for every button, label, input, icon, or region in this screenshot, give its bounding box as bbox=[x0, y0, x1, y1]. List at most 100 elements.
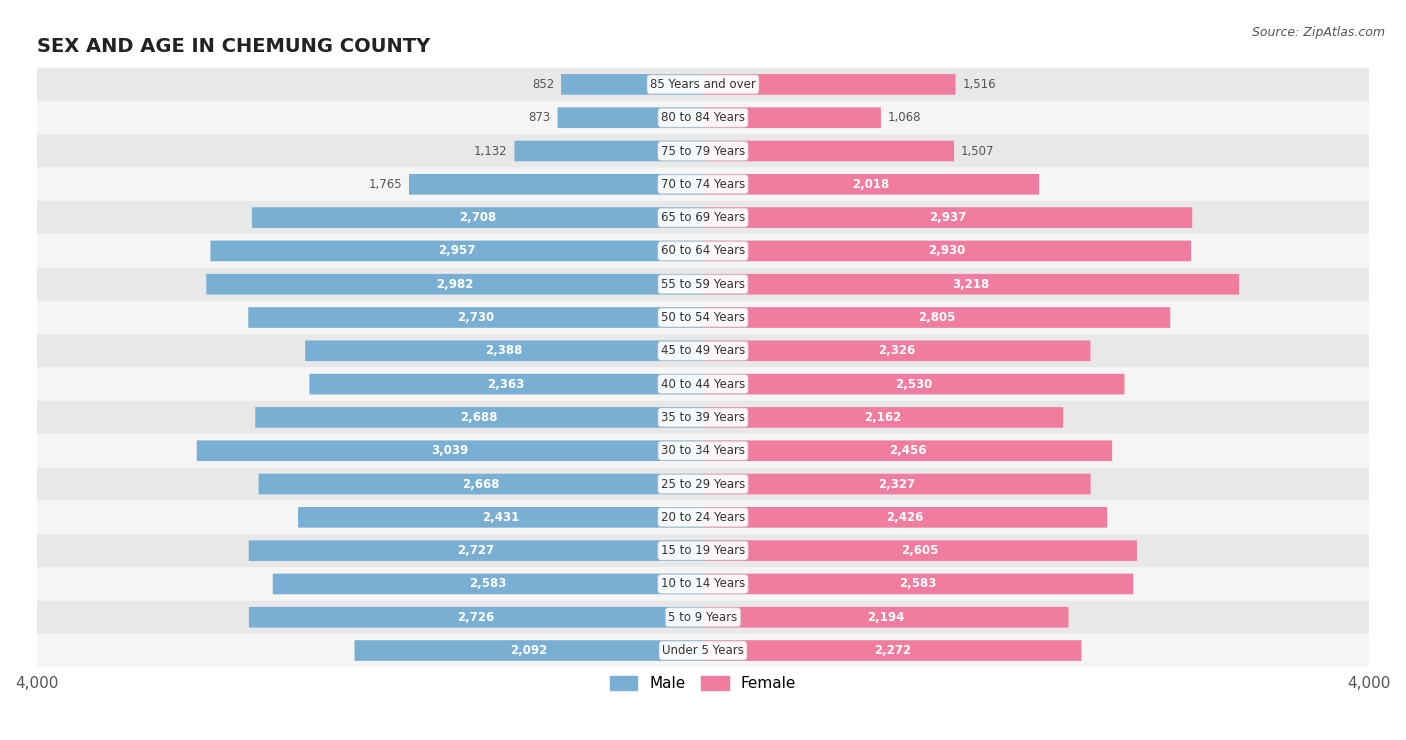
Text: 2,272: 2,272 bbox=[873, 644, 911, 657]
Text: 1,507: 1,507 bbox=[960, 144, 994, 158]
Text: Under 5 Years: Under 5 Years bbox=[662, 644, 744, 657]
Text: 2,583: 2,583 bbox=[900, 577, 936, 591]
Text: 15 to 19 Years: 15 to 19 Years bbox=[661, 544, 745, 557]
FancyBboxPatch shape bbox=[354, 640, 703, 661]
Text: SEX AND AGE IN CHEMUNG COUNTY: SEX AND AGE IN CHEMUNG COUNTY bbox=[37, 37, 430, 56]
FancyBboxPatch shape bbox=[37, 568, 1369, 601]
Text: 55 to 59 Years: 55 to 59 Years bbox=[661, 278, 745, 291]
FancyBboxPatch shape bbox=[37, 101, 1369, 135]
FancyBboxPatch shape bbox=[37, 135, 1369, 168]
Text: 2,194: 2,194 bbox=[868, 610, 904, 624]
Text: 2,688: 2,688 bbox=[460, 411, 498, 424]
FancyBboxPatch shape bbox=[256, 407, 703, 428]
FancyBboxPatch shape bbox=[37, 601, 1369, 634]
Text: 2,092: 2,092 bbox=[510, 644, 547, 657]
Text: 50 to 54 Years: 50 to 54 Years bbox=[661, 311, 745, 324]
FancyBboxPatch shape bbox=[249, 307, 703, 328]
FancyBboxPatch shape bbox=[703, 507, 1107, 528]
FancyBboxPatch shape bbox=[703, 240, 1191, 261]
FancyBboxPatch shape bbox=[558, 107, 703, 128]
Text: 70 to 74 Years: 70 to 74 Years bbox=[661, 178, 745, 191]
Legend: Male, Female: Male, Female bbox=[603, 670, 803, 697]
FancyBboxPatch shape bbox=[703, 74, 956, 95]
FancyBboxPatch shape bbox=[703, 440, 1112, 461]
FancyBboxPatch shape bbox=[703, 607, 1069, 628]
Text: 45 to 49 Years: 45 to 49 Years bbox=[661, 344, 745, 357]
FancyBboxPatch shape bbox=[703, 374, 1125, 394]
FancyBboxPatch shape bbox=[409, 174, 703, 195]
FancyBboxPatch shape bbox=[37, 268, 1369, 301]
FancyBboxPatch shape bbox=[703, 307, 1170, 328]
Text: 2,162: 2,162 bbox=[865, 411, 901, 424]
FancyBboxPatch shape bbox=[37, 401, 1369, 434]
FancyBboxPatch shape bbox=[703, 174, 1039, 195]
Text: 852: 852 bbox=[531, 78, 554, 91]
Text: 873: 873 bbox=[529, 111, 551, 124]
FancyBboxPatch shape bbox=[305, 340, 703, 361]
Text: 25 to 29 Years: 25 to 29 Years bbox=[661, 477, 745, 491]
Text: 2,726: 2,726 bbox=[457, 610, 495, 624]
Text: 2,388: 2,388 bbox=[485, 344, 523, 357]
Text: 2,583: 2,583 bbox=[470, 577, 506, 591]
Text: 80 to 84 Years: 80 to 84 Years bbox=[661, 111, 745, 124]
FancyBboxPatch shape bbox=[37, 68, 1369, 101]
Text: 1,132: 1,132 bbox=[474, 144, 508, 158]
Text: 1,765: 1,765 bbox=[368, 178, 402, 191]
FancyBboxPatch shape bbox=[207, 274, 703, 295]
FancyBboxPatch shape bbox=[703, 574, 1133, 594]
Text: 2,957: 2,957 bbox=[439, 244, 475, 258]
Text: 2,456: 2,456 bbox=[889, 444, 927, 457]
FancyBboxPatch shape bbox=[37, 168, 1369, 201]
Text: 2,930: 2,930 bbox=[928, 244, 966, 258]
Text: 2,605: 2,605 bbox=[901, 544, 939, 557]
Text: 2,727: 2,727 bbox=[457, 544, 495, 557]
Text: 3,039: 3,039 bbox=[432, 444, 468, 457]
Text: 5 to 9 Years: 5 to 9 Years bbox=[668, 610, 738, 624]
FancyBboxPatch shape bbox=[273, 574, 703, 594]
Text: 60 to 64 Years: 60 to 64 Years bbox=[661, 244, 745, 258]
Text: 10 to 14 Years: 10 to 14 Years bbox=[661, 577, 745, 591]
FancyBboxPatch shape bbox=[309, 374, 703, 394]
FancyBboxPatch shape bbox=[703, 207, 1192, 228]
FancyBboxPatch shape bbox=[37, 235, 1369, 268]
Text: 65 to 69 Years: 65 to 69 Years bbox=[661, 211, 745, 224]
Text: 2,530: 2,530 bbox=[896, 377, 932, 391]
FancyBboxPatch shape bbox=[37, 434, 1369, 468]
Text: 3,218: 3,218 bbox=[952, 278, 990, 291]
Text: 2,730: 2,730 bbox=[457, 311, 494, 324]
FancyBboxPatch shape bbox=[561, 74, 703, 95]
FancyBboxPatch shape bbox=[37, 201, 1369, 235]
FancyBboxPatch shape bbox=[37, 634, 1369, 667]
FancyBboxPatch shape bbox=[703, 107, 882, 128]
Text: 2,018: 2,018 bbox=[852, 178, 890, 191]
FancyBboxPatch shape bbox=[703, 474, 1091, 494]
Text: 2,326: 2,326 bbox=[879, 344, 915, 357]
Text: 2,982: 2,982 bbox=[436, 278, 474, 291]
Text: 2,937: 2,937 bbox=[929, 211, 966, 224]
FancyBboxPatch shape bbox=[37, 534, 1369, 568]
FancyBboxPatch shape bbox=[252, 207, 703, 228]
FancyBboxPatch shape bbox=[249, 540, 703, 561]
Text: 2,363: 2,363 bbox=[488, 377, 524, 391]
Text: 2,708: 2,708 bbox=[458, 211, 496, 224]
FancyBboxPatch shape bbox=[197, 440, 703, 461]
Text: 1,068: 1,068 bbox=[887, 111, 921, 124]
Text: Source: ZipAtlas.com: Source: ZipAtlas.com bbox=[1251, 26, 1385, 39]
Text: 2,805: 2,805 bbox=[918, 311, 955, 324]
FancyBboxPatch shape bbox=[703, 540, 1137, 561]
FancyBboxPatch shape bbox=[703, 274, 1239, 295]
FancyBboxPatch shape bbox=[249, 607, 703, 628]
Text: 2,327: 2,327 bbox=[879, 477, 915, 491]
FancyBboxPatch shape bbox=[515, 141, 703, 161]
FancyBboxPatch shape bbox=[703, 340, 1091, 361]
FancyBboxPatch shape bbox=[37, 368, 1369, 401]
Text: 2,431: 2,431 bbox=[482, 511, 519, 524]
Text: 75 to 79 Years: 75 to 79 Years bbox=[661, 144, 745, 158]
Text: 40 to 44 Years: 40 to 44 Years bbox=[661, 377, 745, 391]
Text: 1,516: 1,516 bbox=[962, 78, 995, 91]
FancyBboxPatch shape bbox=[37, 468, 1369, 501]
Text: 2,668: 2,668 bbox=[463, 477, 499, 491]
FancyBboxPatch shape bbox=[703, 141, 955, 161]
Text: 2,426: 2,426 bbox=[886, 511, 924, 524]
FancyBboxPatch shape bbox=[298, 507, 703, 528]
